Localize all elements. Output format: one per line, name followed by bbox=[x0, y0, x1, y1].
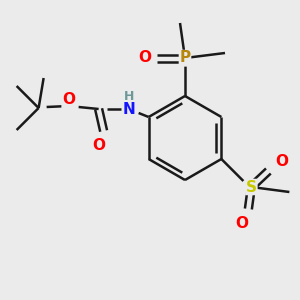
Text: H: H bbox=[123, 91, 134, 103]
Text: O: O bbox=[92, 137, 105, 152]
Text: S: S bbox=[246, 179, 257, 194]
Text: O: O bbox=[235, 215, 248, 230]
Text: O: O bbox=[139, 50, 152, 65]
Text: N: N bbox=[122, 101, 135, 116]
Text: P: P bbox=[179, 50, 191, 65]
Text: O: O bbox=[62, 92, 75, 107]
Text: O: O bbox=[275, 154, 288, 169]
